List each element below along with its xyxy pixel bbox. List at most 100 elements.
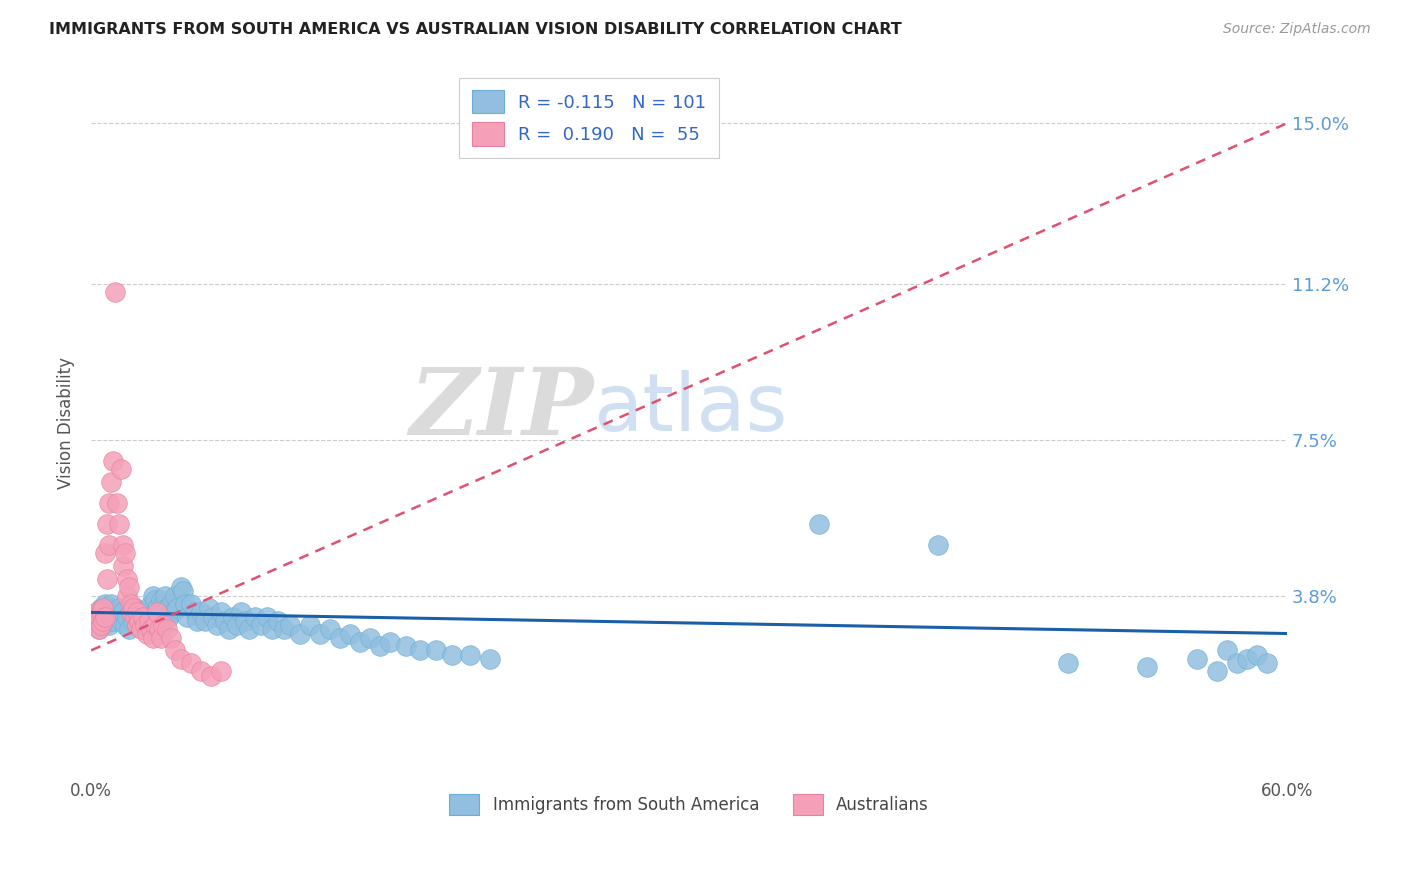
- Point: [1256, 656, 1278, 670]
- Point: [118, 622, 141, 636]
- Point: [309, 626, 332, 640]
- Point: [170, 580, 193, 594]
- Point: [115, 572, 138, 586]
- Point: [368, 639, 391, 653]
- Point: [129, 622, 152, 636]
- Point: [96, 614, 118, 628]
- Point: [262, 622, 284, 636]
- Point: [94, 609, 117, 624]
- Point: [378, 635, 401, 649]
- Point: [98, 618, 121, 632]
- Point: [1236, 652, 1258, 666]
- Point: [114, 546, 136, 560]
- Point: [256, 609, 278, 624]
- Point: [290, 626, 312, 640]
- Point: [143, 618, 166, 632]
- Point: [114, 618, 136, 632]
- Point: [190, 606, 212, 620]
- Point: [209, 665, 232, 679]
- Point: [225, 618, 247, 632]
- Point: [157, 609, 180, 624]
- Point: [125, 618, 148, 632]
- Point: [124, 601, 146, 615]
- Point: [221, 609, 243, 624]
- Point: [201, 609, 224, 624]
- Point: [166, 601, 188, 615]
- Point: [90, 618, 112, 632]
- Point: [90, 614, 112, 628]
- Point: [84, 618, 107, 632]
- Point: [319, 622, 342, 636]
- Y-axis label: Vision Disability: Vision Disability: [58, 357, 75, 489]
- Point: [122, 601, 145, 615]
- Point: [184, 606, 207, 620]
- Point: [163, 589, 186, 603]
- Point: [170, 652, 193, 666]
- Point: [100, 597, 122, 611]
- Point: [180, 656, 202, 670]
- Point: [409, 643, 432, 657]
- Point: [134, 614, 156, 628]
- Point: [478, 652, 501, 666]
- Point: [86, 606, 108, 620]
- Point: [89, 622, 111, 636]
- Point: [98, 496, 121, 510]
- Point: [115, 589, 138, 603]
- Point: [218, 622, 240, 636]
- Point: [927, 538, 949, 552]
- Point: [349, 635, 371, 649]
- Point: [86, 614, 108, 628]
- Point: [132, 622, 155, 636]
- Point: [180, 597, 202, 611]
- Point: [91, 618, 114, 632]
- Point: [96, 516, 118, 531]
- Point: [243, 609, 266, 624]
- Point: [205, 618, 228, 632]
- Point: [89, 622, 111, 636]
- Point: [1136, 660, 1159, 674]
- Point: [134, 618, 156, 632]
- Point: [136, 626, 159, 640]
- Point: [122, 614, 145, 628]
- Point: [156, 622, 179, 636]
- Point: [267, 614, 290, 628]
- Point: [124, 609, 146, 624]
- Point: [105, 496, 128, 510]
- Point: [84, 609, 107, 624]
- Point: [146, 601, 169, 615]
- Point: [214, 614, 236, 628]
- Point: [132, 609, 155, 624]
- Point: [115, 609, 138, 624]
- Point: [458, 648, 481, 662]
- Point: [125, 606, 148, 620]
- Point: [129, 609, 152, 624]
- Point: [273, 622, 295, 636]
- Point: [125, 618, 148, 632]
- Point: [105, 609, 128, 624]
- Point: [229, 606, 252, 620]
- Point: [1056, 656, 1078, 670]
- Point: [110, 614, 132, 628]
- Point: [138, 614, 160, 628]
- Point: [101, 614, 124, 628]
- Point: [96, 601, 118, 615]
- Point: [142, 631, 165, 645]
- Point: [86, 618, 108, 632]
- Point: [120, 597, 142, 611]
- Legend: Immigrants from South America, Australians: Immigrants from South America, Australia…: [439, 784, 939, 825]
- Point: [209, 606, 232, 620]
- Point: [152, 597, 174, 611]
- Point: [146, 606, 169, 620]
- Point: [94, 597, 117, 611]
- Point: [91, 606, 114, 620]
- Point: [190, 665, 212, 679]
- Point: [156, 601, 179, 615]
- Point: [112, 559, 135, 574]
- Point: [100, 475, 122, 489]
- Point: [1206, 665, 1229, 679]
- Point: [249, 618, 271, 632]
- Point: [118, 580, 141, 594]
- Point: [148, 622, 170, 636]
- Point: [197, 601, 219, 615]
- Point: [280, 618, 302, 632]
